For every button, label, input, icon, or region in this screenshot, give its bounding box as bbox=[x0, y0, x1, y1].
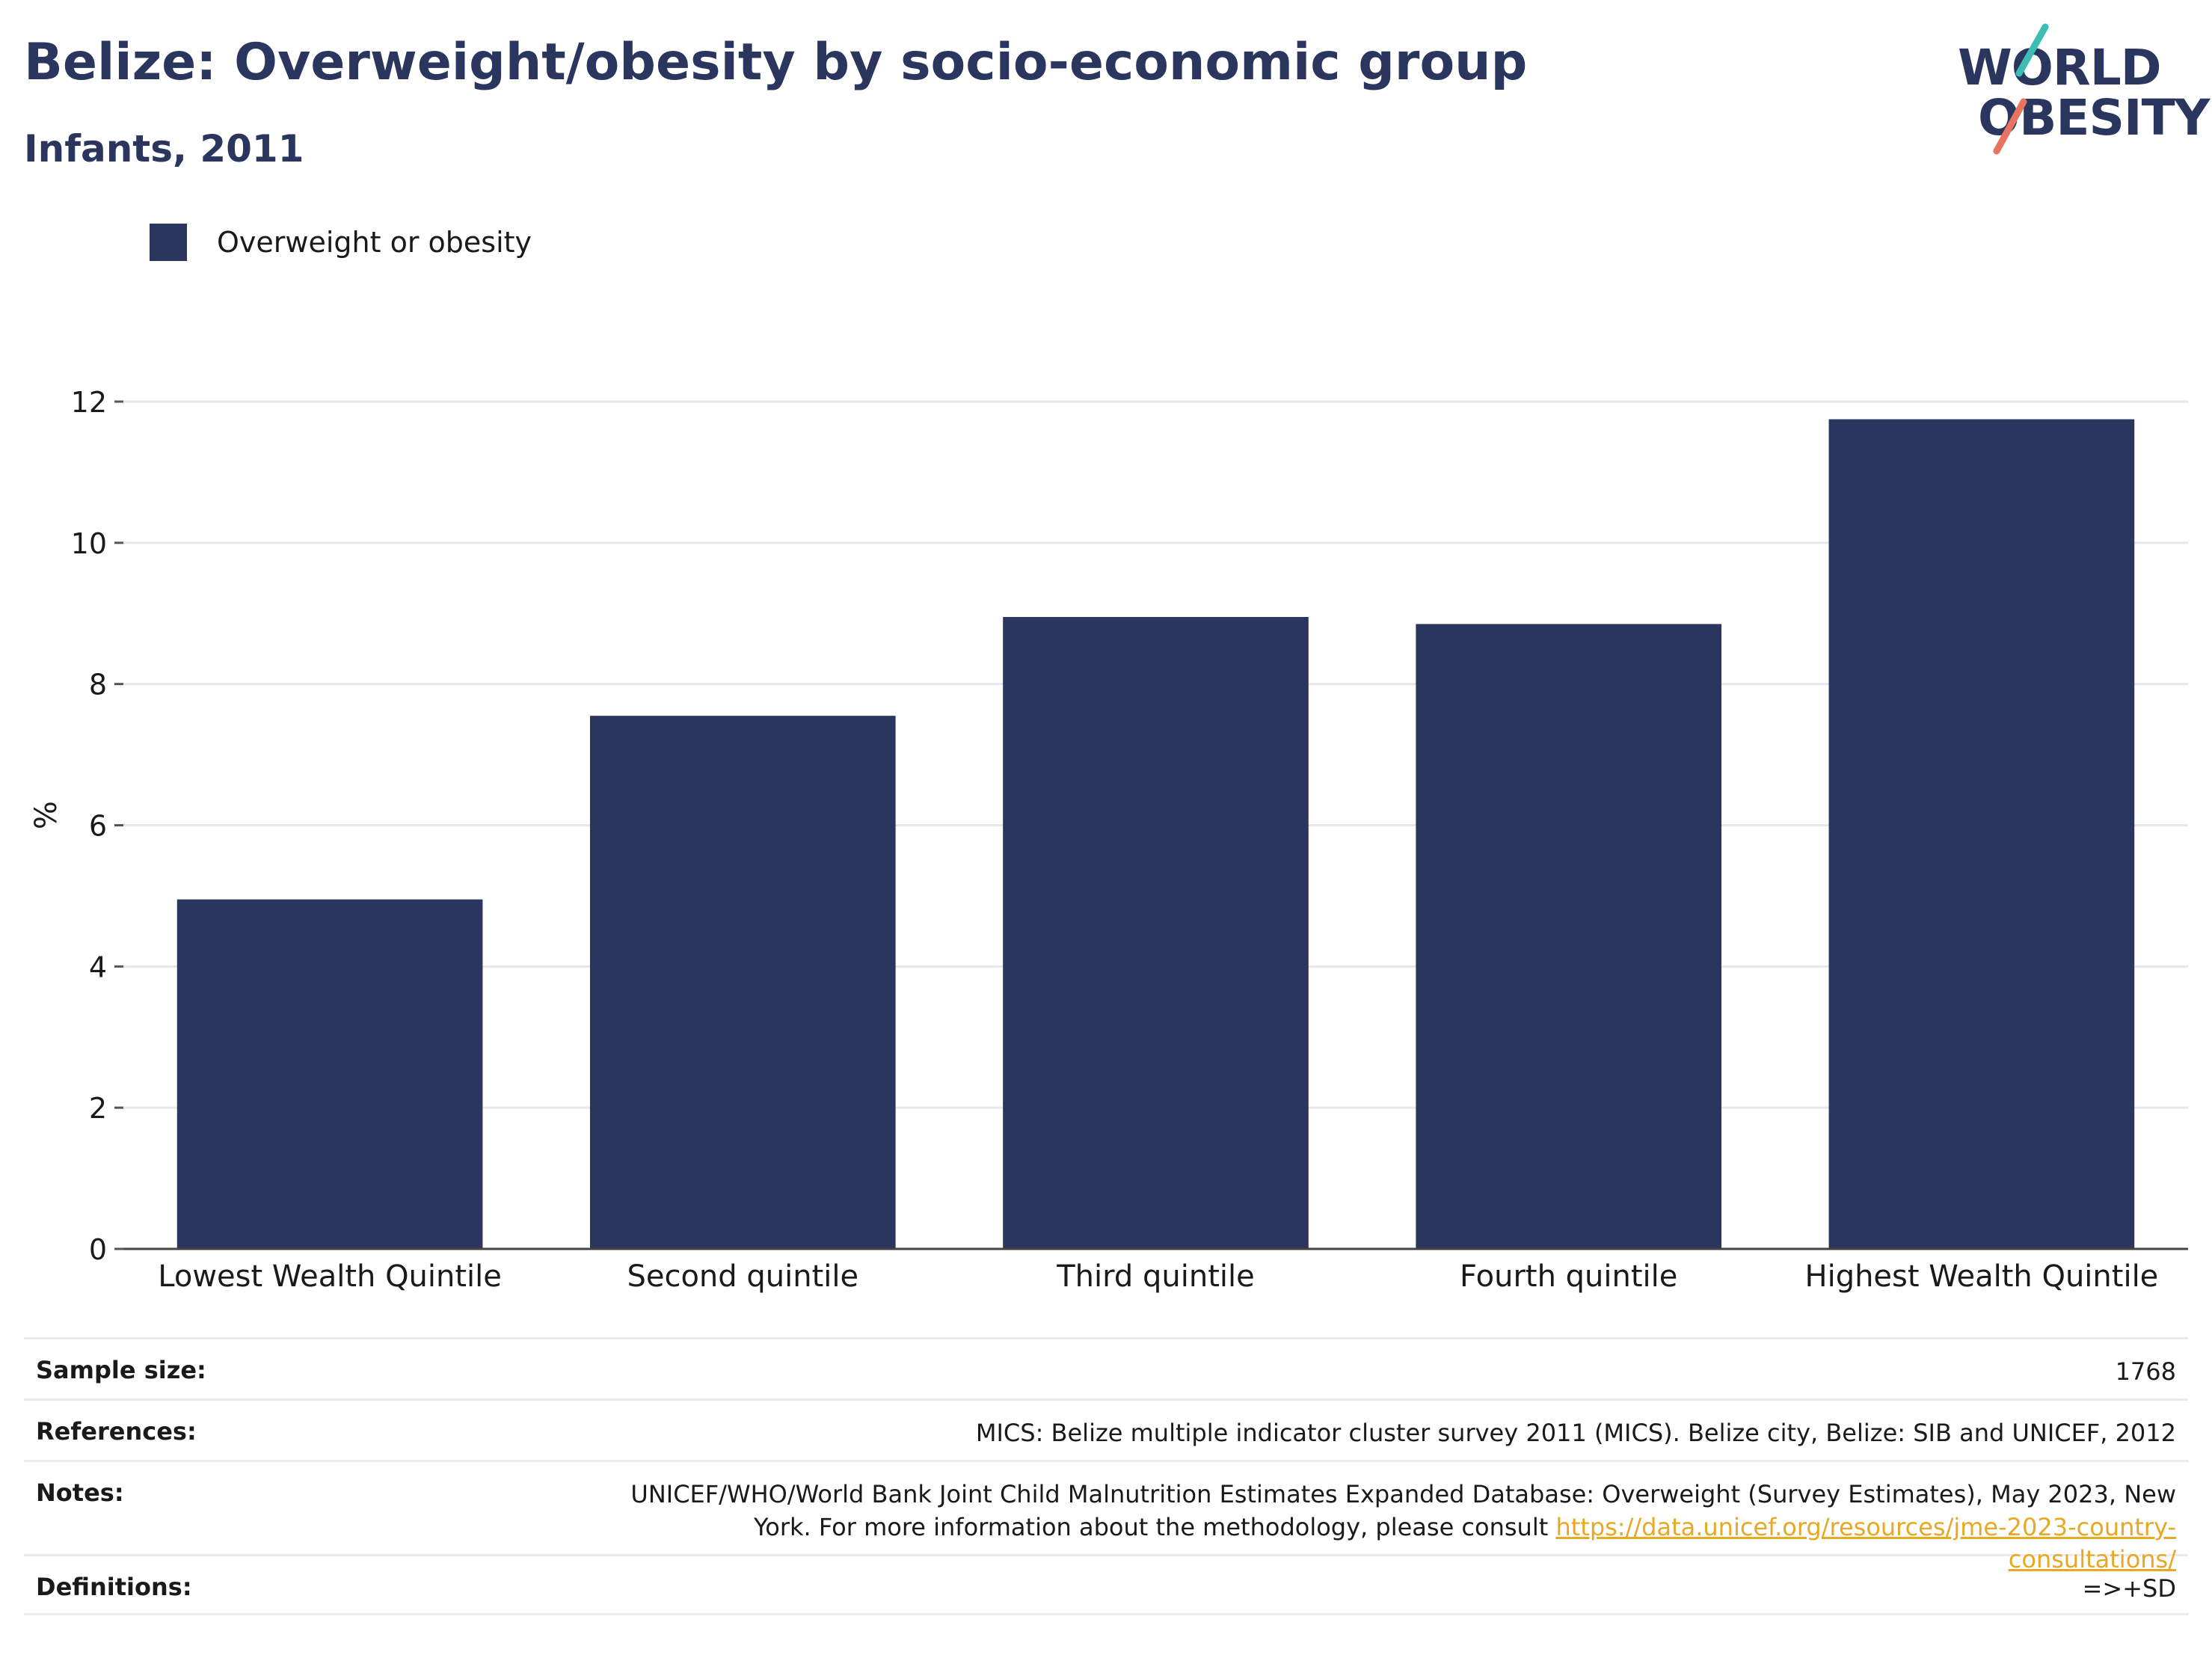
legend-label: Overweight or obesity bbox=[217, 226, 532, 259]
bar-4 bbox=[1828, 419, 2135, 1249]
definitions-value: =>+SD bbox=[2082, 1574, 2176, 1603]
x-tick-label-4: Highest Wealth Quintile bbox=[1805, 1259, 2159, 1294]
y-tick-label-4: 8 bbox=[89, 669, 107, 701]
y-tick-label-6: 12 bbox=[71, 386, 107, 419]
x-tick-label-3: Fourth quintile bbox=[1460, 1259, 1677, 1294]
chart-title: Belize: Overweight/obesity by socio-econ… bbox=[24, 33, 1528, 92]
bar-2 bbox=[1003, 616, 1309, 1249]
info-row-definitions: Definitions: =>+SD bbox=[24, 1554, 2188, 1615]
info-row-notes: Notes: UNICEF/WHO/World Bank Joint Child… bbox=[24, 1460, 2188, 1573]
chart-subtitle: Infants, 2011 bbox=[24, 127, 304, 171]
logo-word-world: WORLD bbox=[1958, 39, 2162, 96]
references-value: MICS: Belize multiple indicator cluster … bbox=[975, 1419, 2176, 1447]
notes-label: Notes: bbox=[36, 1479, 124, 1507]
notes-text: UNICEF/WHO/World Bank Joint Child Malnut… bbox=[630, 1480, 2176, 1541]
x-tick-label-2: Third quintile bbox=[1056, 1259, 1254, 1294]
bar-3 bbox=[1416, 624, 1722, 1249]
y-tick-label-0: 0 bbox=[89, 1233, 107, 1266]
world-obesity-logo: WORLD OBESITY bbox=[1952, 22, 2210, 157]
bar-1 bbox=[589, 716, 896, 1249]
sample-size-value: 1768 bbox=[2115, 1357, 2176, 1386]
y-tick-label-3: 6 bbox=[89, 810, 107, 843]
y-tick-label-1: 2 bbox=[89, 1092, 107, 1125]
info-row-references: References: MICS: Belize multiple indica… bbox=[24, 1398, 2188, 1460]
x-tick-label-0: Lowest Wealth Quintile bbox=[158, 1259, 502, 1294]
references-label: References: bbox=[36, 1417, 197, 1446]
definitions-label: Definitions: bbox=[36, 1573, 192, 1601]
x-tick-label-1: Second quintile bbox=[627, 1259, 858, 1294]
bar-chart: 0 2 4 6 8 10 12 Lowest Wealth Quintile Second qu… bbox=[71, 386, 2188, 1294]
chart-legend: Overweight or obesity bbox=[150, 223, 532, 262]
y-tick-label-2: 4 bbox=[89, 951, 107, 983]
info-table: Sample size: 1768 References: MICS: Beli… bbox=[24, 1337, 2188, 1615]
bar-0 bbox=[176, 899, 483, 1249]
sample-size-label: Sample size: bbox=[36, 1356, 206, 1384]
y-axis-title: % bbox=[29, 800, 64, 830]
info-row-sample-size: Sample size: 1768 bbox=[24, 1337, 2188, 1398]
y-tick-label-5: 10 bbox=[71, 527, 107, 560]
notes-link[interactable]: https://data.unicef.org/resources/jme-20… bbox=[1555, 1512, 2176, 1574]
legend-swatch bbox=[150, 224, 187, 261]
notes-value: UNICEF/WHO/World Bank Joint Child Malnut… bbox=[606, 1479, 2176, 1576]
logo-slash-icon bbox=[1993, 23, 2049, 155]
